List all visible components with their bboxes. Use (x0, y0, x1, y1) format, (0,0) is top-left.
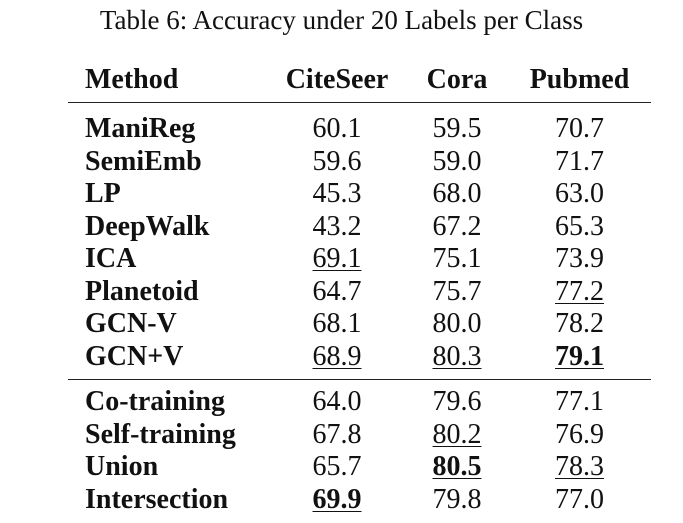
citeseer-cell: 59.6 (312, 145, 362, 177)
underlined-value: 80.2 (432, 418, 482, 450)
citeseer-cell: 64.0 (312, 386, 362, 418)
table-row: GCN+V 68.9 80.3 79.1 (68, 341, 651, 380)
method-cell: GCN-V (85, 308, 177, 340)
table-row: ICA 69.1 75.1 73.9 (68, 243, 651, 276)
cora-cell: 68.0 (432, 178, 482, 210)
column-header-method: Method (85, 64, 179, 95)
cora-cell: 75.7 (432, 275, 482, 307)
underlined-value: 69.1 (312, 243, 362, 275)
pubmed-cell: 73.9 (555, 243, 604, 275)
method-cell: DeepWalk (85, 210, 210, 242)
baseline-methods-group: ManiReg 60.1 59.5 70.7 SemiEmb 59.6 59.0… (68, 103, 651, 380)
citeseer-cell: 68.1 (312, 308, 362, 340)
cora-cell: 75.1 (432, 243, 482, 275)
citeseer-cell: 65.7 (312, 451, 362, 483)
citeseer-cell: 67.8 (312, 418, 362, 450)
column-header-cora: Cora (426, 64, 488, 95)
pubmed-cell: 70.7 (555, 113, 604, 145)
table-row: Co-training 64.0 79.6 77.1 (68, 380, 651, 419)
cora-cell: 80.5 (406, 451, 508, 484)
pubmed-cell: 79.1 (508, 341, 651, 380)
citeseer-cell: 45.3 (312, 178, 362, 210)
citeseer-cell: 69.1 (268, 243, 406, 276)
method-cell: Planetoid (85, 275, 199, 307)
method-cell: GCN+V (85, 340, 184, 372)
cora-cell: 79.6 (432, 386, 482, 418)
cora-cell: 80.0 (432, 308, 482, 340)
underlined-value: 68.9 (312, 340, 362, 372)
best-value: 79.1 (555, 340, 604, 372)
method-cell: ManiReg (85, 113, 196, 145)
pubmed-cell: 77.0 (555, 483, 604, 515)
method-cell: Co-training (85, 386, 225, 418)
method-cell: ICA (85, 243, 137, 275)
best-value: 80.5 (432, 451, 482, 483)
pubmed-cell: 76.9 (555, 418, 604, 450)
table-row: LP 45.3 68.0 63.0 (68, 178, 651, 211)
citeseer-cell: 43.2 (312, 210, 362, 242)
underlined-value: 80.3 (432, 340, 482, 372)
pubmed-cell: 77.2 (508, 276, 651, 309)
citeseer-cell: 68.9 (268, 341, 406, 380)
pubmed-cell: 65.3 (555, 210, 604, 242)
table-row: DeepWalk 43.2 67.2 65.3 (68, 211, 651, 244)
cora-cell: 67.2 (432, 210, 482, 242)
pubmed-cell: 63.0 (555, 178, 604, 210)
table-caption: Table 6: Accuracy under 20 Labels per Cl… (99, 5, 584, 35)
column-header-pubmed: Pubmed (529, 64, 630, 95)
cora-cell: 59.5 (432, 113, 482, 145)
header-row: Method CiteSeer Cora Pubmed (68, 58, 651, 103)
table-row: Self-training 67.8 80.2 76.9 (68, 419, 651, 452)
pubmed-cell: 78.3 (508, 451, 651, 484)
citeseer-cell: 60.1 (312, 113, 362, 145)
table-row: SemiEmb 59.6 59.0 71.7 (68, 146, 651, 179)
table-row: Union 65.7 80.5 78.3 (68, 451, 651, 484)
pubmed-cell: 71.7 (555, 145, 604, 177)
column-header-citeseer: CiteSeer (285, 64, 389, 95)
citeseer-cell: 64.7 (312, 275, 362, 307)
cora-cell: 80.3 (406, 341, 508, 380)
method-cell: LP (85, 178, 121, 210)
table-row: ManiReg 60.1 59.5 70.7 (68, 103, 651, 146)
table-row: Intersection 69.9 79.8 77.0 (68, 484, 651, 517)
table-row: Planetoid 64.7 75.7 77.2 (68, 276, 651, 309)
method-cell: Self-training (85, 418, 236, 450)
pubmed-cell: 78.2 (555, 308, 604, 340)
cora-cell: 79.8 (432, 483, 482, 515)
ensemble-methods-group: Co-training 64.0 79.6 77.1 Self-training… (68, 379, 651, 517)
accuracy-table: Method CiteSeer Cora Pubmed ManiReg 60.1… (68, 58, 651, 516)
underlined-value: 77.2 (555, 275, 604, 307)
pubmed-cell: 77.1 (555, 386, 604, 418)
cora-cell: 59.0 (432, 145, 482, 177)
best-value: 69.9 (312, 483, 362, 515)
cora-cell: 80.2 (406, 419, 508, 452)
citeseer-cell: 69.9 (268, 484, 406, 517)
method-cell: SemiEmb (85, 145, 202, 177)
underlined-value: 78.3 (555, 451, 604, 483)
method-cell: Intersection (85, 483, 229, 515)
table-row: GCN-V 68.1 80.0 78.2 (68, 308, 651, 341)
method-cell: Union (85, 451, 159, 483)
